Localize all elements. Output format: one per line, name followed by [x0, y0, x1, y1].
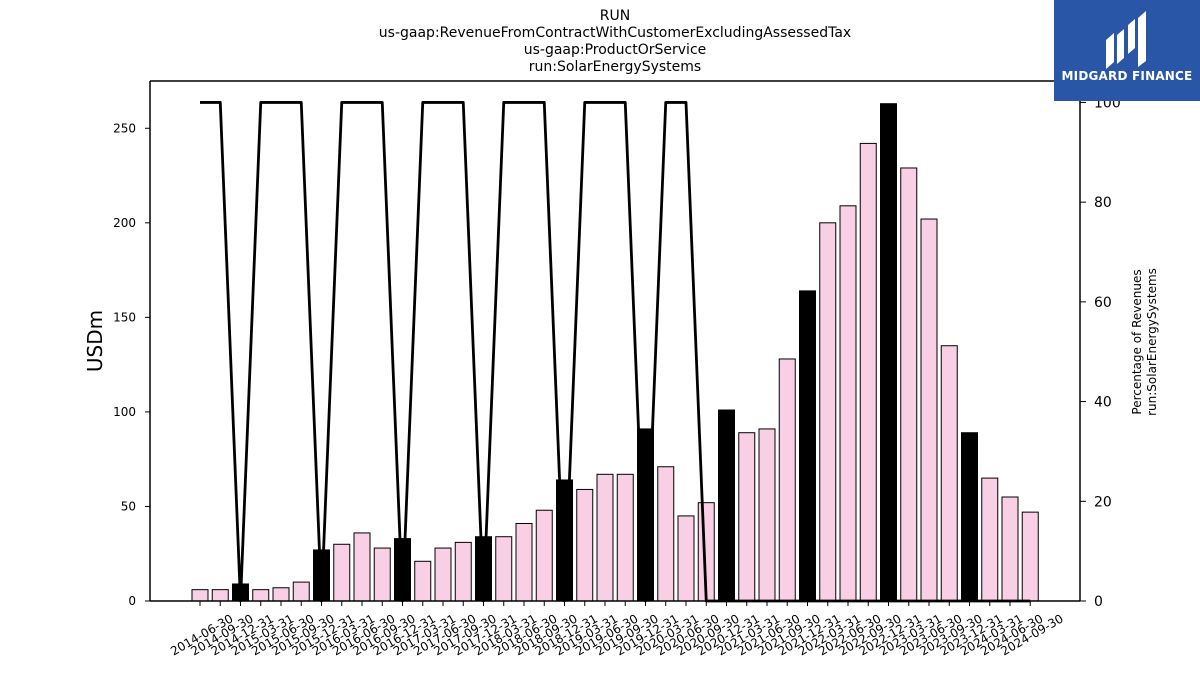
- bar: [292, 581, 310, 602]
- bar: [657, 466, 675, 602]
- y-axis-right-title-line: run:SolarEnergySystems: [1145, 268, 1159, 416]
- bar: [738, 432, 756, 602]
- y-left-tick-label: 200: [113, 216, 136, 230]
- chart-title: RUNus-gaap:RevenueFromContractWithCustom…: [379, 8, 851, 75]
- bar: [434, 547, 452, 602]
- bar: [616, 473, 634, 602]
- bar: [981, 477, 999, 602]
- chart-title-line: RUN: [600, 8, 630, 24]
- y-left-tick-label: 150: [113, 310, 136, 324]
- bar: [900, 167, 918, 602]
- bar: [819, 222, 837, 602]
- midgard-finance-logo: MIDGARD FINANCE: [1054, 0, 1200, 101]
- y-right-tick-label: 0: [1094, 594, 1103, 610]
- bar: [778, 358, 796, 602]
- bar: [839, 205, 857, 602]
- y-right-tick-label: 40: [1094, 395, 1112, 411]
- bar: [191, 589, 209, 602]
- y-left-tick-label: 100: [113, 405, 136, 419]
- bar: [1001, 496, 1019, 602]
- bar: [535, 509, 553, 602]
- bar: [576, 488, 594, 602]
- bar: [211, 589, 229, 602]
- chart-title-line: run:SolarEnergySystems: [529, 59, 701, 75]
- y-right-tick-label: 20: [1094, 494, 1112, 510]
- bar-series: [191, 103, 1039, 602]
- bar: [333, 543, 351, 602]
- bar: [880, 103, 897, 602]
- y-axis-left-ticks: 0 50 100 150 200 250: [113, 121, 150, 608]
- bar: [677, 515, 695, 602]
- bar: [758, 428, 776, 602]
- y-left-tick-label: 250: [113, 121, 136, 135]
- axes: [149, 80, 1081, 602]
- y-right-tick-label: 60: [1094, 295, 1112, 311]
- y-left-tick-label: 0: [128, 594, 136, 608]
- bar: [799, 290, 816, 602]
- bar: [373, 547, 391, 602]
- bar: [353, 532, 371, 602]
- y-left-tick-label: 50: [121, 499, 136, 513]
- bar: [718, 409, 735, 602]
- logo-text: MIDGARD FINANCE: [1061, 69, 1193, 83]
- bar: [272, 587, 290, 602]
- chart-title-line: us-gaap:RevenueFromContractWithCustomerE…: [379, 25, 851, 41]
- bar: [859, 142, 877, 602]
- bar: [495, 536, 513, 602]
- bar: [1021, 511, 1039, 602]
- logo-mark-icon: [1106, 11, 1146, 69]
- bar: [940, 345, 958, 602]
- y-right-tick-label: 80: [1094, 195, 1112, 211]
- bar: [414, 560, 432, 602]
- bar: [454, 541, 472, 602]
- bar: [252, 589, 270, 602]
- chart-title-line: us-gaap:ProductOrService: [524, 42, 707, 58]
- y-axis-left-title: USDm: [83, 310, 107, 372]
- y-axis-right-title-line: Percentage of Revenues: [1130, 269, 1144, 414]
- bar: [961, 432, 978, 602]
- bar: [920, 218, 938, 602]
- bar: [596, 473, 614, 602]
- y-axis-right-title: Percentage of Revenues run:SolarEnergySys…: [1130, 268, 1159, 416]
- x-axis-ticks: 2014-06-302014-09-302014-12-312015-03-31…: [168, 601, 1066, 658]
- bar: [515, 522, 533, 602]
